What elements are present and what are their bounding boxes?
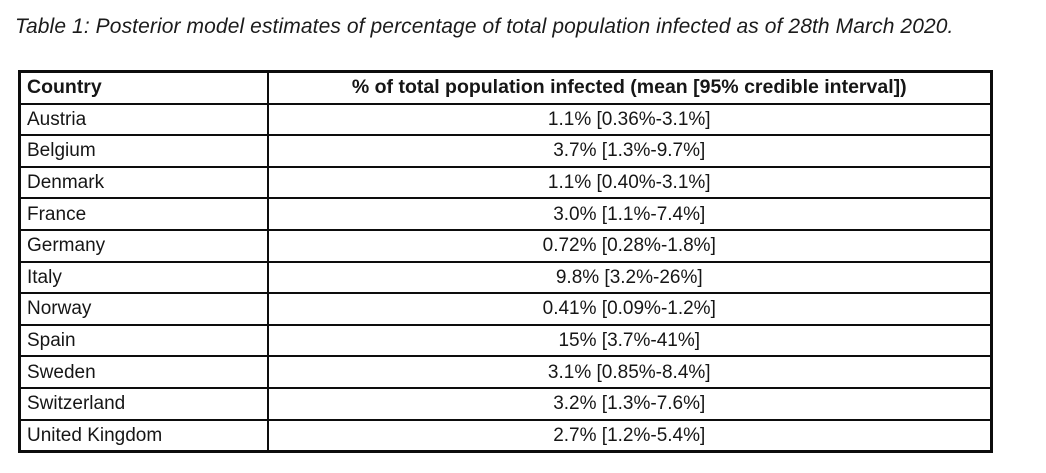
percent-infected-cell: 0.41% [0.09%-1.2%] bbox=[266, 292, 993, 326]
percent-infected-cell: 1.1% [0.36%-3.1%] bbox=[266, 102, 993, 137]
percent-infected-cell: 3.7% [1.3%-9.7%] bbox=[266, 134, 993, 168]
percent-infected-cell: 0.72% [0.28%-1.8%] bbox=[266, 228, 993, 263]
country-cell: United Kingdom bbox=[18, 418, 269, 453]
percent-infected-cell: 1.1% [0.40%-3.1%] bbox=[266, 165, 993, 200]
table-row: Sweden 3.1% [0.85%-8.4%] bbox=[18, 355, 993, 389]
table-caption: Table 1: Posterior model estimates of pe… bbox=[15, 15, 954, 38]
table-row: Germany 0.72% [0.28%-1.8%] bbox=[18, 228, 993, 263]
table-row: Denmark 1.1% [0.40%-3.1%] bbox=[18, 165, 993, 200]
country-cell: Switzerland bbox=[18, 386, 269, 421]
table-header-row: Country % of total population infected (… bbox=[18, 70, 993, 105]
country-cell: Spain bbox=[18, 323, 269, 358]
country-cell: France bbox=[18, 197, 269, 231]
percent-infected-cell: 2.7% [1.2%-5.4%] bbox=[266, 418, 993, 453]
percent-infected-cell: 15% [3.7%-41%] bbox=[266, 323, 993, 358]
table-row: Spain 15% [3.7%-41%] bbox=[18, 323, 993, 358]
table-row: Norway 0.41% [0.09%-1.2%] bbox=[18, 292, 993, 326]
country-cell: Italy bbox=[18, 260, 269, 295]
percent-infected-cell: 9.8% [3.2%-26%] bbox=[266, 260, 993, 295]
country-cell: Austria bbox=[18, 102, 269, 137]
infection-estimates-table: Country % of total population infected (… bbox=[18, 70, 993, 454]
country-cell: Sweden bbox=[18, 355, 269, 389]
table-row: Switzerland 3.2% [1.3%-7.6%] bbox=[18, 386, 993, 421]
table-row: Belgium 3.7% [1.3%-9.7%] bbox=[18, 134, 993, 168]
country-cell: Belgium bbox=[18, 134, 269, 168]
percent-infected-cell: 3.1% [0.85%-8.4%] bbox=[266, 355, 993, 389]
table-row: France 3.0% [1.1%-7.4%] bbox=[18, 197, 993, 231]
country-cell: Norway bbox=[18, 292, 269, 326]
percent-infected-cell: 3.2% [1.3%-7.6%] bbox=[266, 386, 993, 421]
country-cell: Denmark bbox=[18, 165, 269, 200]
country-cell: Germany bbox=[18, 228, 269, 263]
table-row: United Kingdom 2.7% [1.2%-5.4%] bbox=[18, 418, 993, 453]
table-row: Austria 1.1% [0.36%-3.1%] bbox=[18, 102, 993, 137]
percent-infected-cell: 3.0% [1.1%-7.4%] bbox=[266, 197, 993, 231]
column-header-country: Country bbox=[18, 70, 269, 105]
table-row: Italy 9.8% [3.2%-26%] bbox=[18, 260, 993, 295]
column-header-percent-infected: % of total population infected (mean [95… bbox=[266, 70, 993, 105]
table-body: Austria 1.1% [0.36%-3.1%] Belgium 3.7% [1.3… bbox=[18, 102, 993, 453]
